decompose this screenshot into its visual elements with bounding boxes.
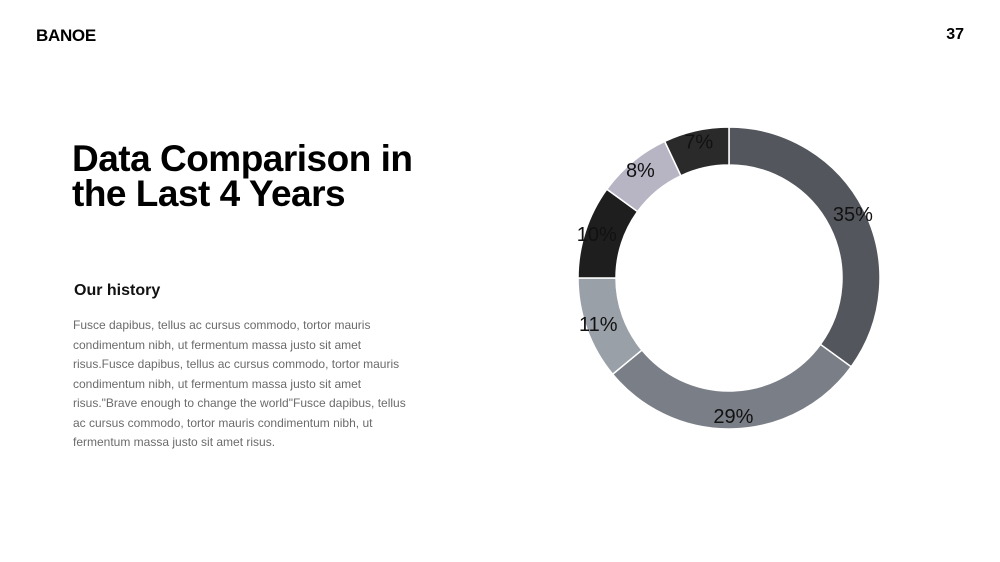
- slice-label-5: 7%: [684, 131, 713, 153]
- title-line-1: Data Comparison in: [72, 138, 413, 179]
- page-title: Data Comparison in the Last 4 Years: [72, 138, 492, 214]
- slice-label-2: 11%: [579, 314, 618, 336]
- title-line-2: the Last 4 Years: [72, 173, 346, 214]
- donut-slice-5: [663, 126, 730, 177]
- donut-slice-0: [728, 126, 881, 368]
- slice-label-4: 8%: [626, 160, 655, 182]
- slice-label-1: 29%: [713, 406, 753, 428]
- donut-slices: [577, 126, 881, 430]
- donut-labels: 35% 29% 11% 10% 8% 7%: [577, 131, 873, 428]
- body-paragraph: Fusce dapibus, tellus ac cursus commodo,…: [73, 318, 406, 449]
- donut-chart: 35% 29% 11% 10% 8% 7%: [577, 126, 881, 430]
- page-number: 37: [946, 26, 964, 43]
- section-subtitle: Our history: [74, 282, 161, 299]
- brand-logo: BANOE: [36, 26, 96, 45]
- slice-label-0: 35%: [833, 204, 873, 226]
- slice-label-3: 10%: [577, 224, 617, 246]
